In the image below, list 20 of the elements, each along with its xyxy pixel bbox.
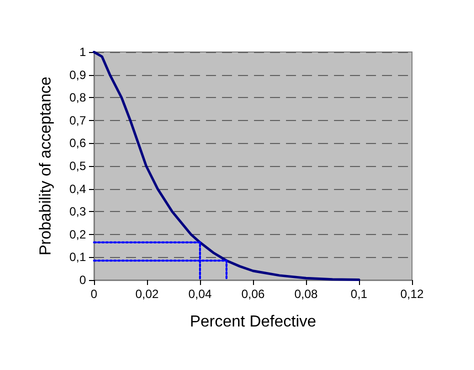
x-tick-label: 0,06 bbox=[241, 287, 265, 301]
y-tick-label: 1 bbox=[79, 45, 86, 59]
x-tick-label: 0,04 bbox=[188, 287, 212, 301]
x-axis-title: Percent Defective bbox=[190, 314, 316, 330]
y-tick-label: 0,2 bbox=[69, 227, 86, 242]
x-tick-label: 0 bbox=[90, 287, 98, 301]
x-tick-label: 0,02 bbox=[135, 287, 159, 301]
x-tick-label: 0,1 bbox=[350, 287, 368, 301]
y-axis-title: Probability of acceptance bbox=[38, 76, 54, 256]
y-tick-label: 0,7 bbox=[69, 113, 86, 128]
y-tick-label: 0,6 bbox=[69, 136, 86, 150]
y-tick-label: 0,1 bbox=[69, 250, 86, 264]
y-tick-label: 0,5 bbox=[69, 159, 86, 173]
x-tick-label: 0,08 bbox=[294, 287, 318, 301]
y-tick-label: 0,4 bbox=[69, 182, 86, 196]
x-tick-label: 0,12 bbox=[400, 287, 424, 301]
y-tick-label: 0,8 bbox=[69, 90, 86, 105]
y-tick-label: 0 bbox=[79, 273, 86, 287]
y-tick-label: 0,9 bbox=[69, 68, 86, 82]
y-tick-label: 0,3 bbox=[69, 204, 86, 219]
